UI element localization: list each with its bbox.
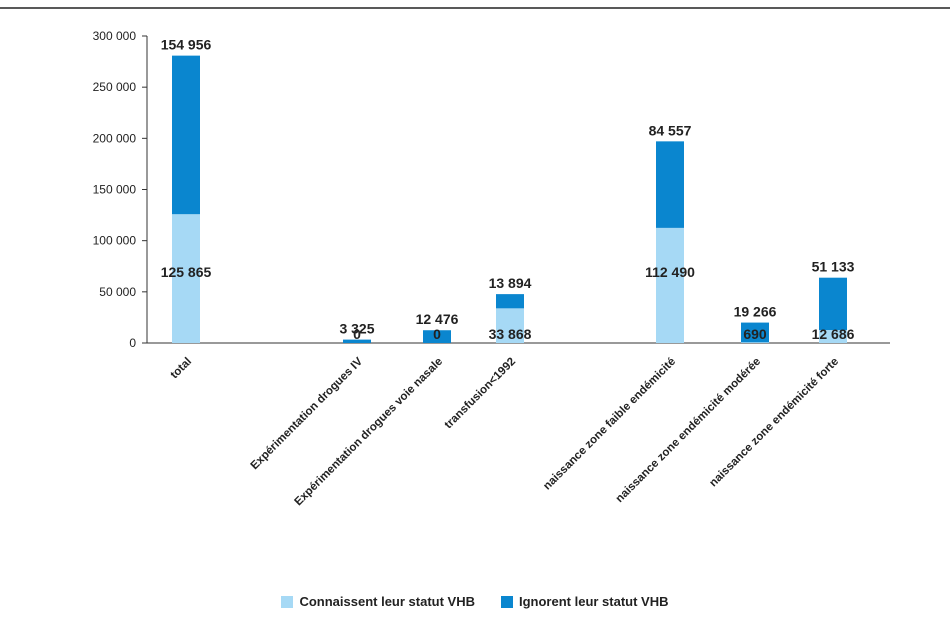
data-label-known: 0 (433, 326, 441, 342)
category-label: naissance zone endémicité forte (707, 356, 841, 490)
legend-item-known: Connaissent leur statut VHB (281, 594, 475, 609)
data-label-known: 690 (743, 326, 767, 342)
bar-segment-unknown (172, 55, 200, 215)
bar-segment-unknown (343, 339, 371, 343)
data-label-unknown: 12 476 (416, 311, 459, 327)
legend: Connaissent leur statut VHB Ignorent leu… (0, 594, 950, 609)
y-axis-ticks: 0 50 000 100 000 150 000 200 000 250 000 300 0… (93, 29, 147, 350)
bar-segment-known (172, 214, 200, 343)
bar-segment-unknown (496, 294, 524, 309)
y-tick-label: 250 000 (93, 80, 137, 94)
bar-segment-known (741, 342, 769, 343)
y-tick-label: 200 000 (93, 131, 137, 145)
data-label-unknown: 154 956 (161, 37, 212, 53)
bar-segment-known (819, 330, 847, 343)
y-tick-label: 0 (129, 336, 136, 350)
category-label: transfusion<1992 (443, 356, 519, 432)
data-label-unknown: 13 894 (489, 275, 532, 291)
data-label-known: 112 490 (645, 264, 695, 280)
y-tick-label: 100 000 (93, 234, 137, 248)
stacked-bar-chart: 0 50 000 100 000 150 000 200 000 250 000 300 0… (0, 7, 950, 508)
data-label-unknown: 19 266 (734, 304, 777, 320)
data-label-unknown: 84 557 (649, 122, 692, 138)
legend-label-known: Connaissent leur statut VHB (299, 594, 475, 609)
bar-segment-unknown (423, 330, 451, 343)
category-labels: total Expérimentation drogues IVExpérimen… (168, 355, 841, 508)
category-label: Expérimentation drogues voie nasale (292, 356, 445, 509)
bar-segment-unknown (656, 141, 684, 228)
legend-swatch-known (281, 595, 294, 608)
legend-label-unknown: Ignorent leur statut VHB (519, 594, 669, 609)
data-label-unknown: 3 325 (339, 321, 374, 337)
data-label-known: 33 868 (489, 326, 532, 342)
bar-segment-unknown (819, 277, 847, 331)
category-label: total (168, 356, 194, 382)
data-label-known: 12 686 (812, 326, 855, 342)
bar-segment-known (656, 227, 684, 343)
y-tick-label: 50 000 (99, 285, 136, 299)
data-label-known: 0 (353, 326, 361, 342)
data-label-unknown: 51 133 (812, 259, 855, 275)
y-tick-label: 150 000 (93, 183, 137, 197)
y-tick-label: 300 000 (93, 29, 137, 43)
bar-segment-unknown (741, 322, 769, 343)
bar-segment-known (496, 308, 524, 343)
category-label: naissance zone endémicité modérée (614, 356, 763, 505)
legend-item-unknown: Ignorent leur statut VHB (501, 594, 669, 609)
legend-swatch-unknown (501, 595, 513, 608)
data-label-known: 125 865 (161, 264, 212, 280)
bars (172, 55, 847, 343)
category-label: naissance zone faible endémicité (541, 356, 678, 493)
